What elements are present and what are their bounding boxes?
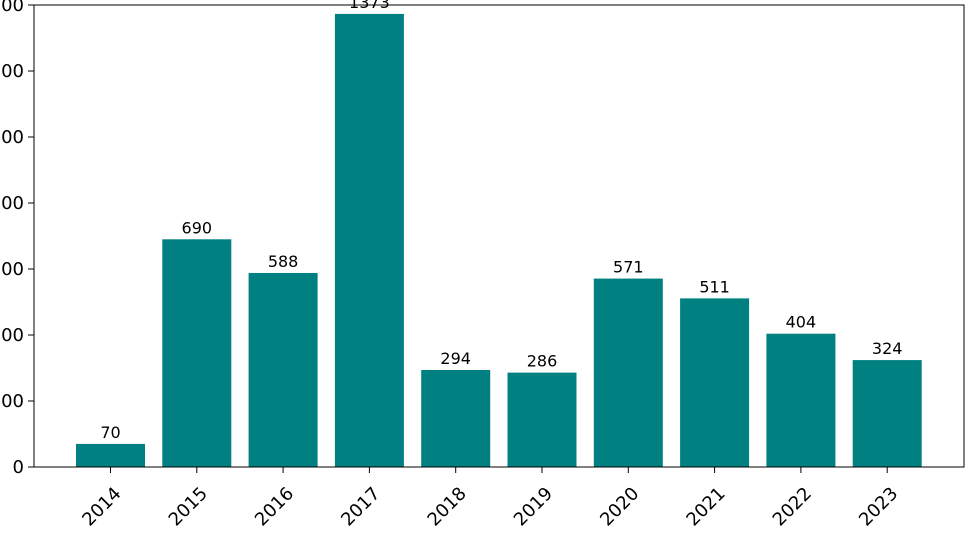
bar-2020	[593, 278, 663, 467]
data-label-2022: 404	[786, 313, 817, 332]
bar-2014	[76, 443, 145, 467]
data-label-2017: 1373	[349, 0, 390, 12]
bar-2021	[680, 298, 750, 467]
data-label-2020: 571	[613, 258, 644, 277]
y-tick-label: 00	[1, 259, 24, 280]
y-tick-label: 0	[13, 457, 24, 478]
bar-2022	[766, 333, 836, 467]
y-tick-label: 00	[1, 127, 24, 148]
bar-2023	[852, 360, 922, 467]
bar-2017	[334, 13, 404, 467]
bar-2019	[507, 372, 577, 467]
data-labels-group: 70 690 588 1373 294 286 571 511 404 324	[100, 0, 902, 442]
plot-frame	[33, 4, 965, 468]
data-label-2023: 324	[872, 339, 903, 358]
data-label-2021: 511	[699, 277, 730, 296]
bar-2018	[421, 369, 491, 467]
data-label-2019: 286	[527, 352, 558, 371]
bar-2015	[162, 239, 232, 467]
y-tick-label: 00	[1, 193, 24, 214]
data-label-2015: 690	[182, 218, 213, 237]
y-tick-label: 00	[1, 0, 24, 16]
y-tick-label: 00	[1, 391, 24, 412]
y-tick-label: 00	[1, 325, 24, 346]
data-label-2014: 70	[100, 423, 120, 442]
data-label-2018: 294	[440, 349, 471, 368]
bars-group	[76, 13, 922, 467]
bar-2016	[248, 272, 318, 467]
y-tick-label: 00	[1, 61, 24, 82]
data-label-2016: 588	[268, 252, 299, 271]
